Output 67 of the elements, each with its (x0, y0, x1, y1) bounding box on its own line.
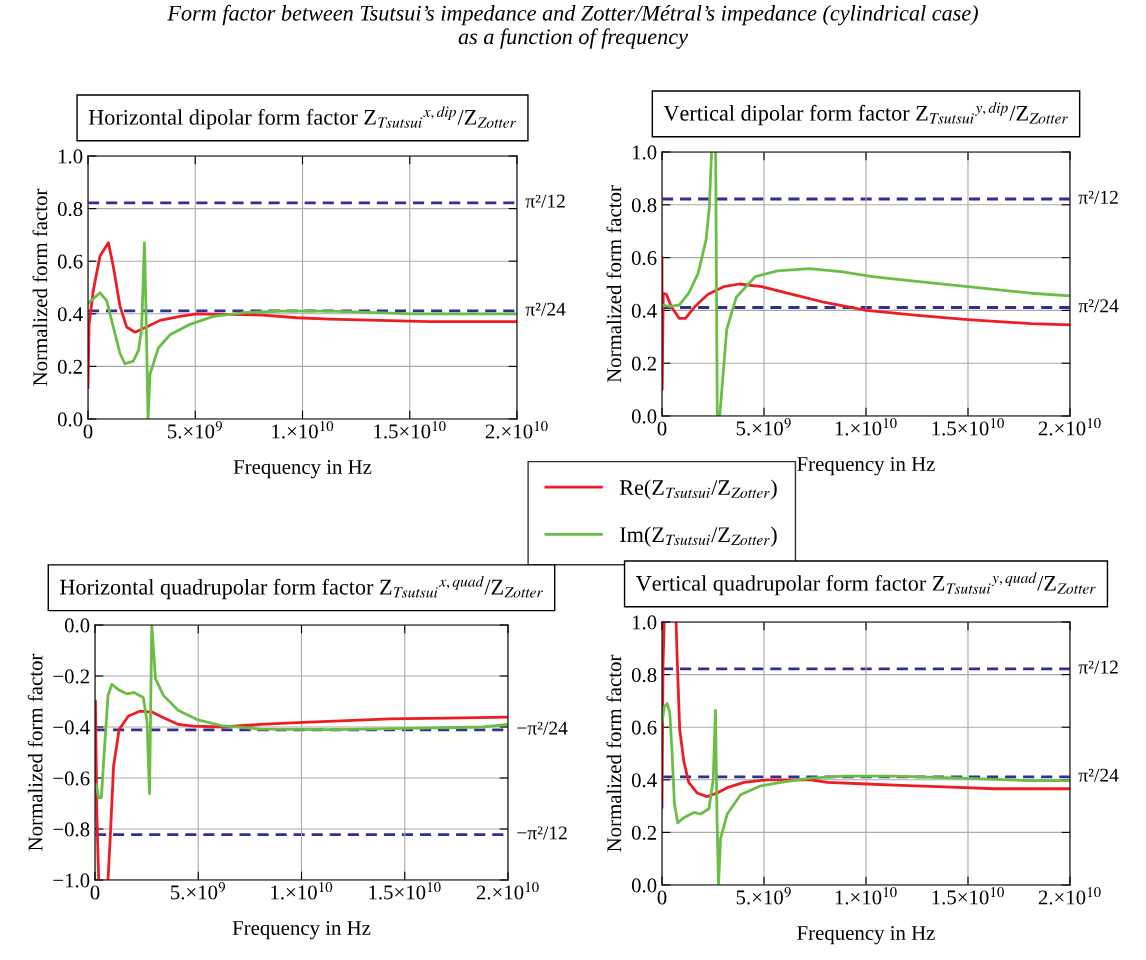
legend-label: Re(Z$_{Tsutsui}$/Z$_{Zotter}$) (619, 479, 777, 500)
ref-line-label: π²/12 (525, 194, 565, 208)
x-tick-label: 2.×10$^{10}$ (1038, 418, 1101, 436)
x-tick-label: 0 (657, 890, 667, 905)
ref-line-label: π²/24 (1078, 768, 1119, 782)
ref-line-label: −π²/24 (517, 721, 568, 735)
x-axis-title: Frequency in Hz (797, 926, 935, 945)
y-tick-label: 0.6 (631, 250, 657, 266)
ref-line-label: π²/12 (1078, 660, 1118, 674)
x-tick-label: 2.×10$^{10}$ (485, 421, 548, 439)
x-axis-title: Frequency in Hz (797, 457, 935, 476)
chart-subtitle: Vertical dipolar form factor Z$_{Tsutsui}$$^{y,dip}$/Z$_{Zotter}$ (663, 102, 1068, 126)
x-tick-label: 1.5×10$^{10}$ (374, 421, 446, 439)
y-axis-title: Normalized form factor (606, 185, 622, 383)
y-tick-label: −1.0 (53, 873, 90, 888)
text: Form factor between Tsutsui’s impedance and Zotter/Métral’s impedance (cylindrical case) as a function of frequency (167, 4, 978, 49)
chart-subtitle: Horizontal quadrupolar form factor Z$_{Tsutsui}$$^{x,quad}$/Z$_{Zotter}$ (60, 575, 543, 600)
x-tick-label: 0 (657, 421, 667, 436)
y-axis-title: Normalized form factor (27, 653, 43, 851)
y-tick-label: −0.6 (53, 771, 90, 786)
ref-line-label: π²/24 (1078, 299, 1119, 313)
x-tick-label: 1.×10$^{10}$ (271, 882, 333, 900)
y-axis-title: Normalized form factor (606, 654, 622, 852)
y-tick-label: 0.0 (57, 412, 83, 427)
y-tick-label: 0.4 (631, 303, 657, 318)
y-tick-label: 0.4 (57, 307, 83, 322)
y-tick-label: 0.8 (57, 201, 83, 217)
y-tick-label: 0.2 (57, 359, 82, 374)
y-tick-label: 0.2 (631, 825, 656, 840)
legend-label: Im(Z$_{Tsutsui}$/Z$_{Zotter}$) (620, 526, 777, 547)
x-tick-label: 1.×10$^{10}$ (835, 887, 897, 905)
y-tick-label: 0.6 (631, 720, 657, 735)
y-tick-label: 0.8 (631, 667, 657, 683)
x-tick-label: 5.×10$^{9}$ (168, 421, 223, 439)
y-tick-label: 1.0 (632, 145, 657, 160)
ref-line-label: −π²/12 (517, 826, 567, 840)
y-tick-label: 1.0 (58, 149, 83, 164)
chart-subtitle: Horizontal dipolar form factor Z$_{Tsutsui}$$^{x,dip}$/Z$_{Zotter}$ (88, 106, 517, 130)
y-tick-label: 0.6 (57, 254, 83, 269)
x-tick-label: 1.5×10$^{10}$ (932, 887, 1004, 905)
x-tick-label: 5.×10$^{9}$ (736, 887, 791, 905)
x-tick-label: 2.×10$^{10}$ (476, 882, 539, 900)
y-tick-label: 0.8 (631, 198, 657, 213)
x-axis-title: Frequency in Hz (232, 921, 371, 940)
y-tick-label: 1.0 (632, 615, 657, 630)
y-tick-label: 0.0 (631, 409, 657, 424)
ref-line-label: π²/12 (1078, 190, 1118, 204)
x-tick-label: 2.×10$^{10}$ (1038, 887, 1101, 905)
y-tick-label: 0.0 (631, 878, 657, 893)
x-tick-label: 5.×10$^{9}$ (171, 882, 226, 900)
chart-subtitle: Vertical quadrupolar form factor Z$_{Tsutsui}$$^{y,quad}$/Z$_{Zotter}$ (635, 572, 1096, 596)
x-tick-label: 5.×10$^{9}$ (736, 418, 791, 436)
x-tick-label: 0 (90, 885, 100, 900)
x-tick-label: 1.5×10$^{10}$ (932, 418, 1004, 436)
y-tick-label: 0.2 (631, 356, 656, 371)
y-tick-label: 0.4 (631, 773, 657, 788)
x-tick-label: 1.5×10$^{10}$ (369, 882, 441, 900)
y-tick-label: −0.8 (53, 822, 90, 837)
x-tick-label: 1.×10$^{10}$ (835, 418, 897, 436)
y-axis-title: Normalized form factor (32, 188, 48, 386)
y-tick-label: −0.4 (53, 720, 90, 735)
x-axis-title: Frequency in Hz (233, 460, 372, 479)
x-tick-label: 0 (83, 424, 93, 439)
y-tick-label: −0.2 (53, 669, 89, 684)
ref-line-label: π²/24 (525, 302, 566, 316)
y-tick-label: 0.0 (64, 618, 90, 633)
x-tick-label: 1.×10$^{10}$ (272, 421, 334, 439)
